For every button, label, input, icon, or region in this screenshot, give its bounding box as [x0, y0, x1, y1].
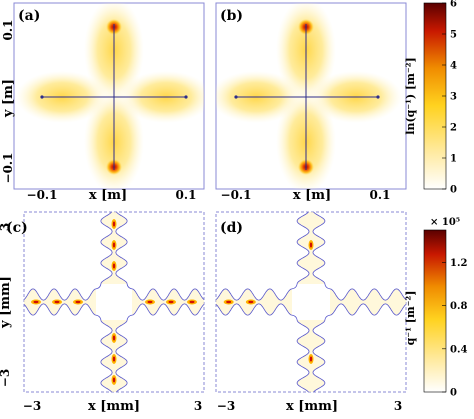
panel-d-junction-corner — [324, 283, 331, 290]
panel-d-channel-wall — [296, 211, 310, 285]
panel-c-channel-wall — [23, 288, 97, 301]
panel-a-xtick-left: −0.1 — [27, 188, 58, 202]
panel-a: (a) 0.1 −0.1 y [m] −0.1 0.1 x [m] — [1, 2, 205, 203]
panel-d-arm-fill — [330, 288, 406, 316]
colorbar-bottom-tick-label: 0 — [450, 388, 457, 399]
panel-c-xlabel: x [mm] — [88, 399, 140, 414]
panel-d-channel-wall — [312, 319, 326, 393]
colorbar-bottom-ticks: 0 0.4 0.8 1.2 — [442, 258, 467, 399]
panel-a-ytick-bottom: −0.1 — [1, 153, 15, 184]
panel-d-xtick-left: −3 — [217, 399, 235, 413]
panel-c-hotspot-core — [112, 263, 116, 269]
panel-c-junction-corner — [95, 283, 102, 290]
panel-d-hotspot-core — [226, 300, 232, 304]
panel-d-channel-wall — [215, 303, 293, 316]
panel-c-ylabel: y [mm] — [0, 276, 13, 329]
panel-c-heatmap — [23, 211, 205, 393]
panel-a-ylabel: y [m] — [1, 79, 16, 118]
colorbar-top-ticks: 0 1 2 3 4 5 6 — [442, 0, 457, 196]
panel-d-channel-wall — [215, 288, 293, 301]
panel-c-channel-wall — [23, 303, 97, 316]
panel-d-label: (d) — [220, 220, 243, 236]
panel-b: (b) −0.1 0.1 x [m] — [215, 2, 407, 203]
panel-d-junction-corner — [324, 314, 331, 321]
panel-d-hotspot-core — [248, 300, 254, 304]
colorbar-bottom-tick-label: 1.2 — [450, 258, 467, 269]
panel-a-ytick-top: 0.1 — [1, 20, 15, 41]
colorbar-top-tick-label: 0 — [450, 185, 457, 196]
panel-c-label: (c) — [6, 220, 28, 236]
panel-a-endpoint-right — [184, 95, 188, 99]
panel-d-hotspot-core — [309, 356, 313, 362]
panel-d-channel-wall — [296, 319, 310, 393]
panel-d-xlabel: x [mm] — [286, 399, 338, 414]
panel-c-hotspot-core — [112, 242, 116, 248]
panel-a-xtick-right: 0.1 — [176, 188, 197, 202]
panel-c-channel-wall — [115, 319, 128, 393]
panel-b-label: (b) — [220, 8, 243, 24]
panel-a-endpoint-left — [40, 95, 44, 99]
panel-c-junction-corner — [126, 314, 133, 321]
panel-c-channel-wall — [115, 211, 128, 285]
panel-d-hotspot-core — [309, 242, 313, 248]
panel-d-channel-wall — [329, 303, 407, 316]
panel-a-label: (a) — [18, 8, 40, 24]
panel-c-xtick-left: −3 — [23, 399, 41, 413]
panel-c-ytick-top: 3 — [0, 223, 12, 231]
panel-c-hotspot-core — [189, 300, 195, 304]
panel-d: (d) −3 3 x [mm] — [215, 211, 407, 414]
panel-d-xtick-right: 3 — [394, 399, 402, 413]
panel-b-endpoint-left — [234, 95, 238, 99]
panel-c-ytick-bottom: −3 — [0, 369, 12, 387]
colorbar-top-label: ln(q⁻¹) [m⁻²] — [404, 57, 417, 134]
panel-c-hotspot-core — [54, 300, 60, 304]
colorbar-bottom-label: q⁻¹ [m⁻²] — [404, 291, 417, 346]
colorbar-top-tick-label: 3 — [450, 92, 457, 103]
panel-c-hotspot-core — [147, 300, 153, 304]
panel-c-channel-wall — [131, 288, 205, 301]
panel-d-junction-corner — [291, 283, 298, 290]
panel-c: (c) 3 −3 y [mm] −3 3 x [mm] — [0, 211, 205, 414]
panel-b-xtick-left: −0.1 — [221, 188, 252, 202]
panel-c-xtick-right: 3 — [194, 399, 202, 413]
panel-c-hotspot-core — [112, 221, 116, 227]
panel-c-hotspot-core — [112, 377, 116, 383]
panel-a-xlabel: x [m] — [89, 188, 127, 203]
colorbar-bottom-tick-label: 0.8 — [450, 301, 467, 312]
colorbar-top: 0 1 2 3 4 5 6 ln(q⁻¹) [m⁻²] — [404, 0, 457, 196]
panel-d-channel-wall — [329, 288, 407, 301]
panel-c-hotspot-core — [33, 300, 39, 304]
panel-c-hotspot-core — [112, 356, 116, 362]
panel-c-junction-corner — [95, 314, 102, 321]
colorbar-bottom-multiplier: × 10⁵ — [430, 217, 460, 228]
panel-b-xtick-right: 0.1 — [370, 188, 391, 202]
colorbar-top-tick-label: 1 — [450, 154, 457, 165]
colorbar-bottom: 0 0.4 0.8 1.2 × 10⁵ q⁻¹ [m⁻²] — [404, 217, 467, 399]
panel-c-hotspot-core — [168, 300, 174, 304]
panel-d-heatmap — [215, 211, 407, 393]
colorbar-bottom-gradient — [423, 229, 447, 393]
colorbar-bottom-tick-label: 0.4 — [450, 344, 467, 355]
panel-d-channel-wall — [312, 211, 326, 285]
panel-c-channel-wall — [131, 303, 205, 316]
panel-c-hotspot-core — [112, 335, 116, 341]
colorbar-top-tick-label: 6 — [450, 0, 457, 10]
panel-b-heatmap — [216, 3, 402, 189]
panel-c-channel-wall — [100, 211, 113, 285]
panel-b-xlabel: x [m] — [293, 188, 331, 203]
colorbar-top-tick-label: 2 — [450, 123, 457, 134]
panel-c-junction-corner — [126, 283, 133, 290]
panel-d-junction-corner — [291, 314, 298, 321]
panel-c-hotspot-core — [75, 300, 81, 304]
panel-b-endpoint-right — [376, 95, 380, 99]
panel-a-heatmap — [16, 3, 204, 189]
colorbar-top-tick-label: 4 — [450, 61, 457, 72]
panel-c-channel-wall — [100, 319, 113, 393]
colorbar-top-tick-label: 5 — [450, 30, 457, 41]
